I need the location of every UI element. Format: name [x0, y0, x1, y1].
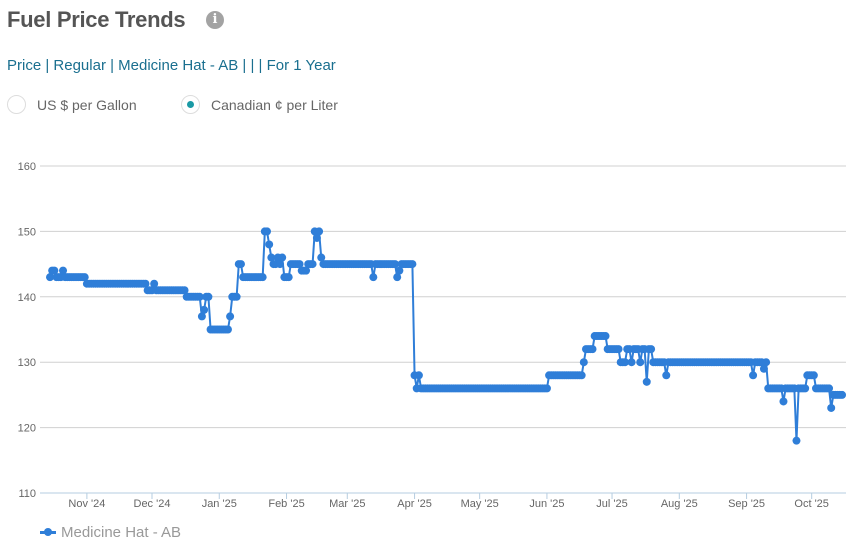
- data-point: [232, 292, 241, 301]
- data-point: [317, 253, 326, 262]
- data-point: [267, 253, 276, 262]
- y-tick-label: 120: [18, 423, 36, 435]
- data-point: [542, 384, 551, 393]
- x-tick-label: Nov '24: [68, 498, 105, 510]
- data-point: [180, 286, 189, 295]
- data-point: [59, 266, 68, 275]
- data-point: [838, 390, 847, 399]
- data-point: [276, 260, 285, 269]
- data-point: [393, 273, 402, 282]
- radio-label: Canadian ¢ per Liter: [211, 96, 338, 113]
- data-point: [792, 436, 801, 445]
- data-point: [825, 384, 834, 393]
- radio-us-per-gallon[interactable]: US $ per Gallon: [7, 95, 137, 114]
- legend-item[interactable]: Medicine Hat - AB: [40, 524, 181, 541]
- data-point: [614, 345, 623, 354]
- x-tick-label: Feb '25: [268, 498, 304, 510]
- data-point: [258, 273, 267, 282]
- data-point: [200, 305, 209, 314]
- data-point: [827, 403, 836, 412]
- y-tick-label: 160: [18, 161, 36, 173]
- breadcrumb[interactable]: Price | Regular | Medicine Hat - AB | | …: [7, 57, 336, 74]
- x-tick-label: May '25: [461, 498, 499, 510]
- x-tick-label: Sep '25: [728, 498, 765, 510]
- y-tick-label: 130: [18, 357, 36, 369]
- data-point: [647, 345, 656, 354]
- radio-circle[interactable]: [7, 95, 26, 114]
- data-point: [308, 260, 317, 269]
- data-point: [369, 273, 378, 282]
- legend-marker-icon: [40, 528, 56, 536]
- y-tick-label: 110: [18, 488, 36, 500]
- data-point: [265, 240, 274, 249]
- data-point: [759, 364, 768, 373]
- data-point: [278, 253, 287, 262]
- data-point: [226, 312, 235, 321]
- x-tick-label: Mar '25: [329, 498, 365, 510]
- data-point: [627, 358, 636, 367]
- data-point: [636, 358, 645, 367]
- data-point: [302, 266, 311, 275]
- data-point: [263, 227, 271, 236]
- data-point: [295, 260, 304, 269]
- info-icon[interactable]: i: [206, 11, 224, 29]
- data-point: [801, 384, 810, 393]
- data-point: [809, 371, 818, 380]
- radio-cad-per-liter[interactable]: Canadian ¢ per Liter: [181, 95, 338, 114]
- x-tick-label: Dec '24: [134, 498, 171, 510]
- data-point: [579, 358, 588, 367]
- radio-label: US $ per Gallon: [37, 96, 137, 113]
- data-point: [391, 260, 400, 269]
- x-tick-label: Aug '25: [661, 498, 698, 510]
- data-point: [284, 273, 293, 282]
- data-point: [315, 227, 324, 236]
- x-tick-label: Apr '25: [397, 498, 432, 510]
- data-point: [195, 292, 204, 301]
- y-tick-label: 150: [18, 226, 36, 238]
- data-point: [642, 377, 651, 386]
- series-line: [49, 230, 843, 441]
- data-point: [197, 312, 206, 321]
- data-point: [662, 371, 671, 380]
- legend-label: Medicine Hat - AB: [61, 524, 182, 541]
- data-point: [762, 358, 771, 367]
- data-point: [312, 233, 321, 242]
- data-point: [577, 371, 586, 380]
- x-tick-label: Jan '25: [202, 498, 237, 510]
- data-point: [141, 279, 150, 288]
- data-point: [414, 371, 423, 380]
- y-tick-label: 140: [18, 292, 36, 304]
- x-tick-label: Jul '25: [596, 498, 627, 510]
- data-point: [223, 325, 232, 334]
- data-point: [46, 273, 54, 282]
- data-point: [408, 260, 417, 269]
- data-point: [80, 273, 89, 282]
- data-point: [588, 345, 597, 354]
- data-point: [150, 279, 159, 288]
- x-tick-label: Jun '25: [529, 498, 564, 510]
- data-point: [236, 260, 245, 269]
- data-point: [50, 266, 59, 275]
- page-title: Fuel Price Trends: [7, 7, 186, 32]
- data-point: [621, 358, 630, 367]
- data-point: [204, 292, 213, 301]
- data-point: [395, 266, 404, 275]
- x-tick-label: Oct '25: [794, 498, 829, 510]
- data-point: [749, 371, 758, 380]
- data-point: [601, 332, 610, 341]
- data-point: [779, 397, 788, 406]
- radio-circle-selected[interactable]: [181, 95, 200, 114]
